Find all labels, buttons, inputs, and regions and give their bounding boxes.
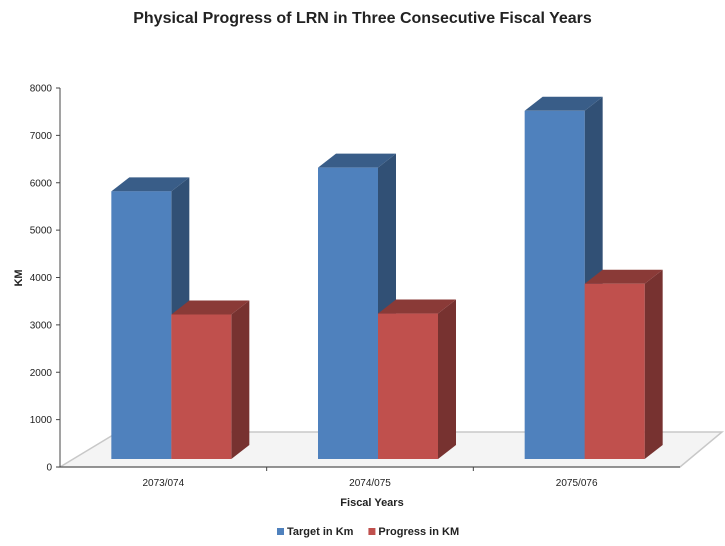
y-tick-label: 8000 bbox=[30, 84, 53, 95]
bar-front bbox=[524, 110, 585, 459]
y-tick-label: 0 bbox=[46, 463, 52, 474]
y-tick-label: 5000 bbox=[30, 226, 53, 237]
bar-top bbox=[171, 300, 250, 315]
axes bbox=[56, 87, 680, 471]
bar-front bbox=[171, 314, 232, 459]
y-tick-label: 3000 bbox=[30, 320, 53, 331]
y-tick-label: 7000 bbox=[30, 131, 53, 142]
y-axis-title: KM bbox=[13, 269, 25, 286]
x-tick-label: 2074/075 bbox=[349, 478, 391, 489]
legend-swatch bbox=[277, 528, 284, 535]
legend-label: Target in Km bbox=[287, 526, 354, 538]
bar-front bbox=[318, 167, 378, 460]
tick-labels: 0 1000 2000 3000 4000 5000 6000 7000 8000 2073/07… bbox=[30, 84, 598, 490]
y-tick-label: 6000 bbox=[30, 178, 53, 189]
legend-swatch bbox=[368, 528, 376, 535]
x-axis-title: Fiscal Years bbox=[340, 497, 403, 509]
bar-front bbox=[584, 283, 645, 459]
legend: Target in Km Progress in KM bbox=[277, 526, 459, 538]
bar-progress-in-km-1 bbox=[378, 299, 456, 459]
y-tick-label: 2000 bbox=[30, 368, 53, 379]
bar-side bbox=[644, 269, 663, 459]
bar-progress-in-km-0 bbox=[171, 300, 250, 459]
legend-label: Progress in KM bbox=[378, 526, 459, 538]
bar-top bbox=[584, 269, 663, 284]
legend-item-1: Progress in KM bbox=[368, 526, 459, 538]
bar-side bbox=[438, 299, 456, 459]
bar-top bbox=[378, 299, 456, 314]
bar-front bbox=[378, 313, 438, 459]
legend-item-0: Target in Km bbox=[277, 526, 354, 538]
x-tick-label: 2075/076 bbox=[556, 478, 598, 489]
bars bbox=[111, 96, 663, 460]
bar-progress-in-km-2 bbox=[584, 269, 663, 459]
y-tick-label: 1000 bbox=[30, 415, 53, 426]
bar-front bbox=[111, 191, 172, 460]
chart-title: Physical Progress of LRN in Three Consec… bbox=[133, 10, 592, 27]
bar-top bbox=[111, 177, 190, 192]
x-tick-label: 2073/074 bbox=[142, 478, 184, 489]
bar-side bbox=[231, 300, 250, 459]
bar-top bbox=[524, 96, 603, 111]
y-tick-label: 4000 bbox=[30, 273, 53, 284]
bar-top bbox=[318, 153, 396, 168]
